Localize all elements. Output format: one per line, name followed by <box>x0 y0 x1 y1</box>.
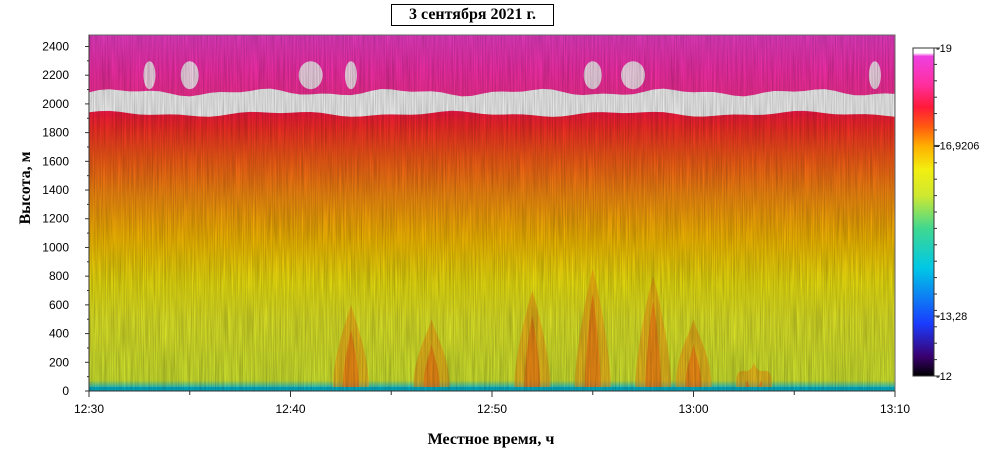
x-tick-label: 13:00 <box>678 402 708 416</box>
y-tick-label: 0 <box>62 384 69 398</box>
y-tick-label: 1800 <box>42 126 69 140</box>
colorbar-gradient <box>912 47 935 377</box>
heatmap-texture <box>89 35 895 391</box>
y-tick-label: 600 <box>49 298 69 312</box>
y-tick-label: 2000 <box>42 97 69 111</box>
x-axis-label: Местное время, ч <box>428 431 555 448</box>
colorbar: -19 -16,9206 -13,28 -12 <box>912 43 979 383</box>
y-tick-label: 1400 <box>42 183 69 197</box>
y-tick-label: 800 <box>49 269 69 283</box>
heatmap-area <box>89 35 895 391</box>
colorbar-tick-label: -16,9206 <box>936 140 979 152</box>
y-tick-label: 1200 <box>42 212 69 226</box>
y-tick-label: 2200 <box>42 68 69 82</box>
x-tick-label: 13:10 <box>880 402 910 416</box>
colorbar-tick-label: -13,28 <box>936 311 967 323</box>
y-tick-label: 1600 <box>42 154 69 168</box>
x-tick-label: 12:50 <box>477 402 507 416</box>
x-tick-label: 12:40 <box>275 402 305 416</box>
colorbar-tick-label: -19 <box>936 43 952 55</box>
y-tick-label: 400 <box>49 327 69 341</box>
colorbar-tick-label: -12 <box>936 371 952 383</box>
axes: 0 200 400 600 800 1000 1200 1400 1600 1800 2000 220… <box>42 34 910 416</box>
y-tick-label: 2400 <box>42 39 69 53</box>
chart-title: 3 сентября 2021 г. <box>391 4 554 26</box>
y-tick-label: 1000 <box>42 240 69 254</box>
y-tick-label: 200 <box>49 355 69 369</box>
y-axis-label: Высота, м <box>17 151 34 224</box>
x-tick-label: 12:30 <box>74 402 104 416</box>
